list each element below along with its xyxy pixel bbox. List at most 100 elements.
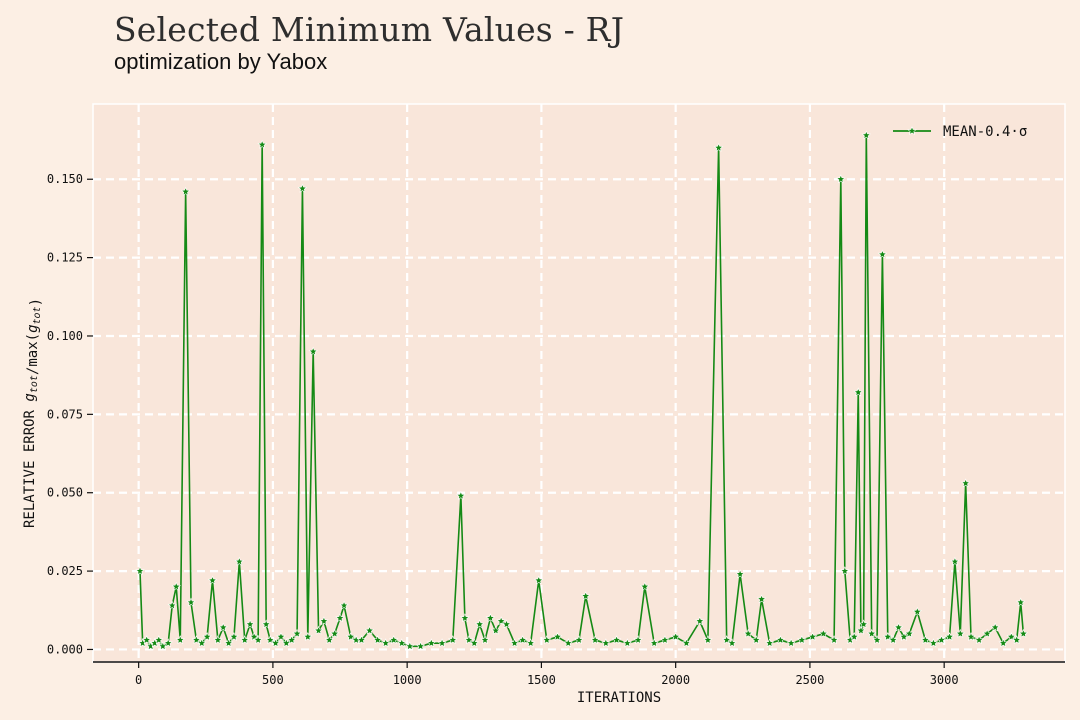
data-point [324,635,335,645]
data-point [261,619,271,629]
data-point [469,638,480,648]
data-point [171,581,181,591]
data-point [356,635,367,645]
data-point [480,635,490,645]
data-point [175,635,186,645]
data-point [580,591,591,601]
data-point [888,635,898,645]
x-tick-label: 1500 [527,673,556,687]
data-point [633,635,643,645]
data-point [928,638,939,648]
data-point [245,619,255,629]
data-point [239,635,250,645]
data-point [372,635,383,645]
data-point [202,631,212,641]
x-tick-label: 0 [135,673,142,687]
data-point [1011,635,1022,645]
data-point [286,635,297,645]
data-point [415,641,426,651]
data-point [756,594,767,604]
data-point [853,387,863,397]
data-point [491,625,501,635]
data-point [590,635,600,645]
data-point [775,635,786,645]
y-tick-label: 0.075 [47,407,83,421]
data-point [276,631,286,641]
data-point [966,631,976,641]
chart-title: Selected Minimum Values - RJ [114,10,625,49]
data-point [163,638,173,648]
data-point [982,628,992,638]
data-point [960,478,971,488]
chart-subtitle: optimization by Yabox [114,49,328,74]
data-point [695,616,705,626]
data-point [167,600,177,610]
data-point [474,619,485,629]
legend: MEAN-0.4·σ [893,124,1027,140]
data-point [135,566,145,576]
data-point [213,635,223,645]
data-point [308,346,318,356]
data-point [786,638,796,648]
x-tick-label: 2500 [795,673,824,687]
x-tick-label: 3000 [930,673,959,687]
data-point [893,622,904,632]
data-point [319,616,329,626]
data-point [335,613,345,623]
data-point [456,490,466,500]
data-point [912,606,923,616]
data-point [611,635,622,645]
y-tick-label: 0.050 [47,486,83,500]
series-layer [135,130,1029,651]
data-point [936,635,947,645]
data-point [313,625,324,635]
data-point [426,638,437,648]
data-point [329,628,340,638]
data-point [253,635,263,645]
data-point [234,556,245,566]
data-point [218,622,228,632]
data-point [364,625,375,635]
data-point [552,631,563,641]
data-point [525,638,536,648]
data-point [437,638,447,648]
data-point [751,635,761,645]
plot-area [92,103,1066,663]
data-point [223,638,234,648]
data-point [660,635,670,645]
data-point [380,638,391,648]
y-tick-label: 0.100 [47,329,83,343]
data-point [877,249,888,259]
data-point [727,638,737,648]
data-point [292,628,302,638]
data-point [509,638,520,648]
data-point [257,139,267,149]
data-point [764,638,775,648]
data-point [448,635,458,645]
data-point [955,628,966,638]
y-tick-label: 0.000 [47,642,83,656]
data-point [197,638,207,648]
data-point [920,635,931,645]
data-point [670,631,681,641]
data-point [872,635,882,645]
data-point [563,638,573,648]
data-point [840,566,850,576]
data-point [460,613,470,623]
x-axis-label: ITERATIONS [577,690,661,706]
data-point [186,597,196,607]
data-point [339,600,349,610]
data-point [574,635,584,645]
data-point [180,186,191,196]
data-point [533,575,544,585]
data-point [861,130,872,140]
data-point [542,635,552,645]
y-tick-label: 0.125 [47,251,83,265]
data-point [713,142,724,152]
data-point [743,628,753,638]
data-point [818,628,829,638]
data-point [856,625,866,635]
data-point [858,619,869,629]
x-tick-label: 500 [262,673,284,687]
